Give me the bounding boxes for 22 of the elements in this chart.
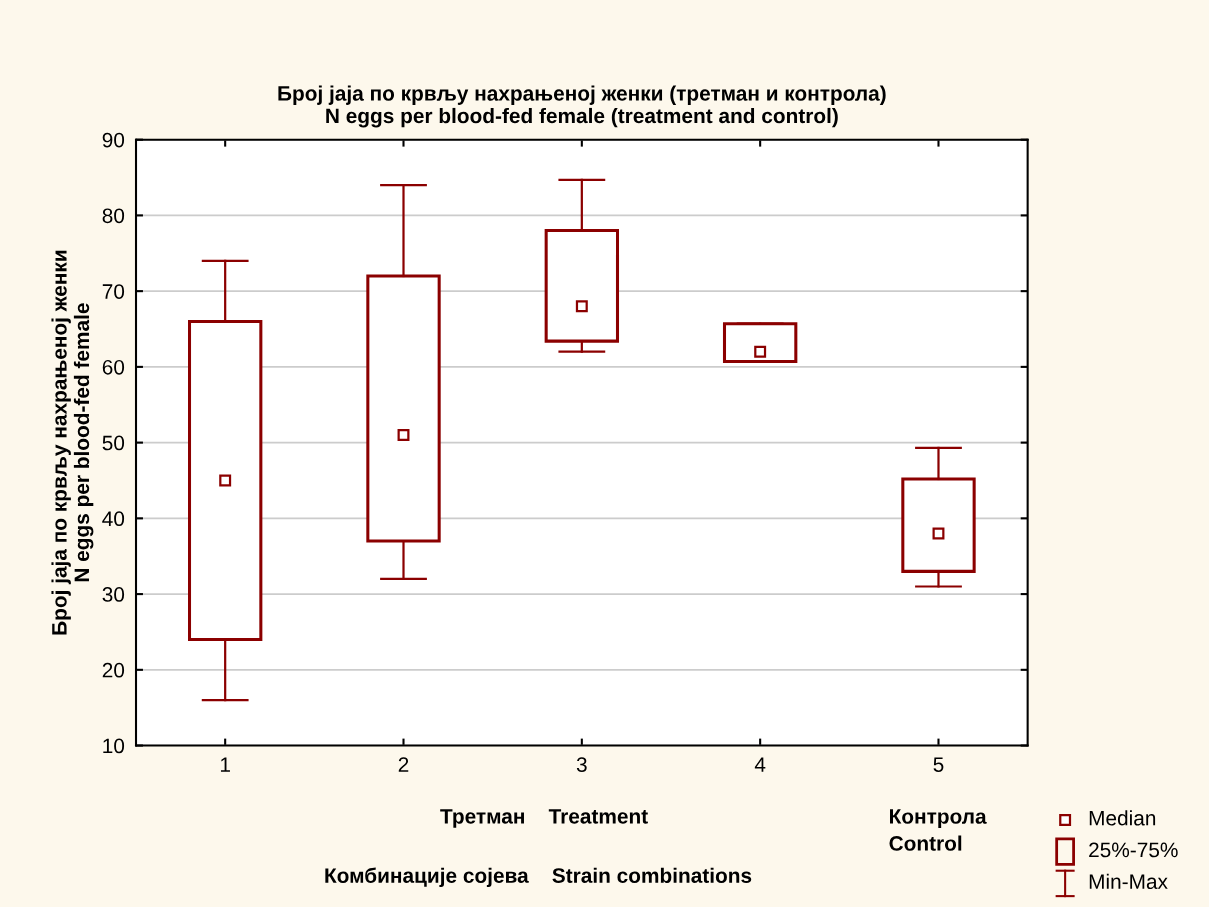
x-axis-title: Комбинације сојева Strain combinations xyxy=(325,867,752,888)
y-tick-label: 70 xyxy=(102,284,125,299)
y-axis-title: Број јаја по крвљу нахрањеној женки N eggs per blood-fed female xyxy=(51,250,94,635)
x-tick-label: 1 xyxy=(220,757,230,772)
y-tick-label: 60 xyxy=(102,359,125,375)
y-tick-label: 20 xyxy=(102,662,125,678)
text: Median xyxy=(1089,810,1156,826)
y-tick-label: 90 xyxy=(102,132,125,148)
y-tick-label: 40 xyxy=(102,511,125,527)
x-tick-label: 2 xyxy=(398,757,409,772)
text: Min-Max xyxy=(1089,873,1168,890)
x-tick-label: 4 xyxy=(754,757,766,772)
y-tick-label: 50 xyxy=(102,435,125,451)
chart-title: Број јаја по крвљу нахрањеној женки (третман и контрола) N eggs per blood-fed female (treatment and control) xyxy=(278,85,886,128)
text: 25%-75% xyxy=(1089,842,1178,858)
y-tick-label: 80 xyxy=(102,208,125,224)
x-tick-label: 3 xyxy=(576,757,587,772)
y-tick-label: 30 xyxy=(102,587,125,602)
text: Контрола Control xyxy=(889,809,987,851)
x-tick-label: 5 xyxy=(933,757,944,772)
y-tick-label: 10 xyxy=(103,738,125,754)
text: Третман Treatment xyxy=(440,809,648,828)
